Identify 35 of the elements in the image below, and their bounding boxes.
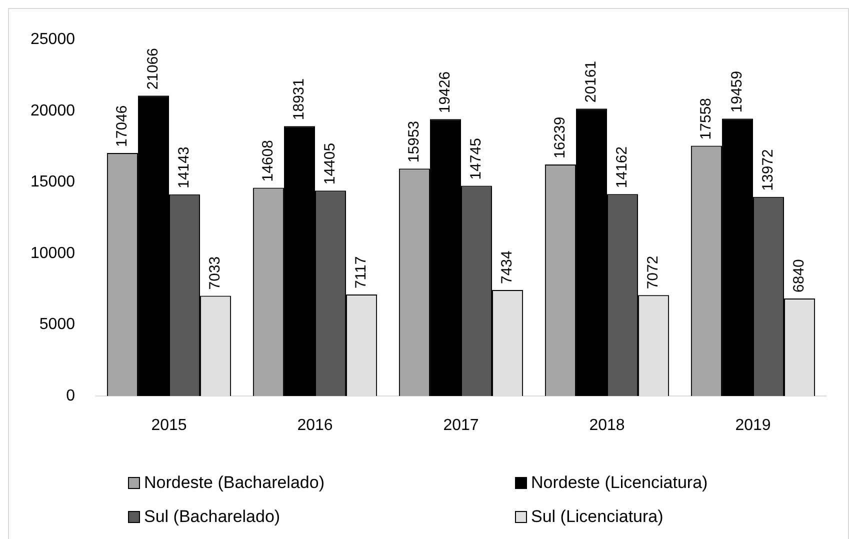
data-label: 14405 xyxy=(322,142,339,185)
data-label: 14143 xyxy=(176,146,193,188)
legend-label: Nordeste (Licenciatura) xyxy=(531,473,708,493)
x-tick-label: 2018 xyxy=(589,417,625,434)
data-label: 20161 xyxy=(582,60,600,103)
y-tick-label: 25000 xyxy=(30,31,76,48)
data-label: 19426 xyxy=(436,71,454,114)
data-label: 14162 xyxy=(614,146,631,188)
x-tick-label: 2015 xyxy=(151,417,187,434)
data-label: 7033 xyxy=(206,256,224,290)
data-label: 7072 xyxy=(644,256,662,290)
data-label: 16239 xyxy=(552,116,569,158)
legend-label: Sul (Bacharelado) xyxy=(144,507,280,527)
data-label: 17558 xyxy=(698,98,715,140)
x-tick-label: 2016 xyxy=(297,417,333,434)
data-label: 14745 xyxy=(468,138,485,180)
data-label: 7434 xyxy=(498,250,516,284)
data-label: 13972 xyxy=(760,149,777,191)
data-label: 21066 xyxy=(144,48,162,90)
y-tick-label: 5000 xyxy=(39,316,76,334)
data-label: 15953 xyxy=(406,120,423,163)
y-tick-label: 10000 xyxy=(30,244,76,262)
y-tick-label: 0 xyxy=(66,387,76,404)
data-label: 6840 xyxy=(790,259,808,292)
x-tick-label: 2019 xyxy=(735,417,771,434)
legend-label: Sul (Licenciatura) xyxy=(531,507,664,527)
data-label: 17046 xyxy=(114,105,131,147)
data-label: 7117 xyxy=(352,256,370,289)
legend-label: Nordeste (Bacharelado) xyxy=(144,473,324,493)
x-tick-label: 2017 xyxy=(443,417,479,434)
data-label: 14608 xyxy=(260,140,277,182)
y-tick-label: 20000 xyxy=(30,102,76,120)
y-tick-label: 15000 xyxy=(30,174,76,191)
data-label: 19459 xyxy=(728,70,746,113)
data-label: 18931 xyxy=(290,78,308,120)
